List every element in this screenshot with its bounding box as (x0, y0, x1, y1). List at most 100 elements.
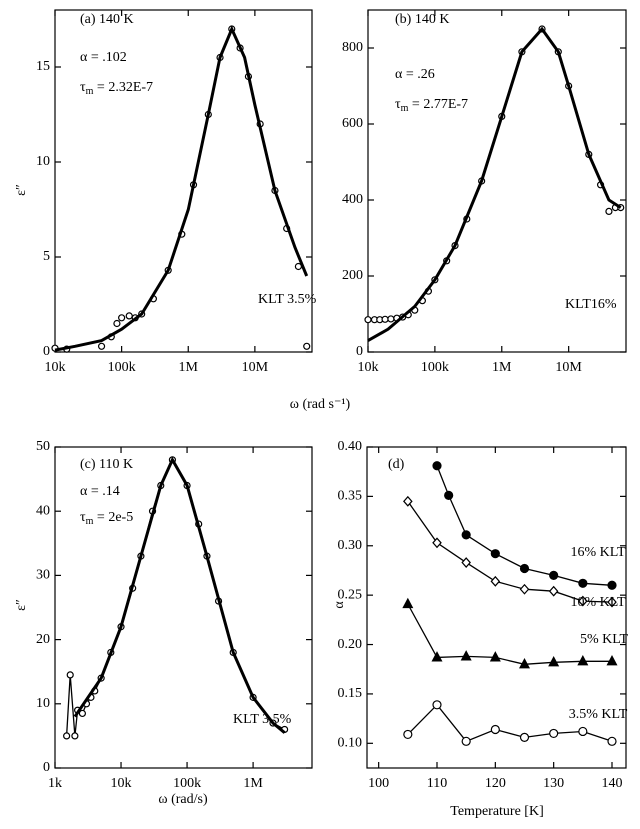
marker (549, 728, 559, 739)
y-tick-label: 40 (36, 503, 50, 518)
x-tick-label: 1M (492, 360, 512, 375)
annotation-subscript: m (401, 103, 409, 114)
marker (432, 537, 442, 549)
x-tick-label: 100 (368, 776, 389, 791)
plot-frame (54, 446, 313, 769)
annotation: (c) 110 K (80, 457, 133, 472)
y-tick-label: 0.15 (338, 686, 363, 701)
y-tick-label: 0 (43, 760, 50, 775)
annotation: τm = 2.77E-7 (395, 97, 468, 114)
x-tick-label: 1k (48, 776, 62, 791)
marker (578, 726, 588, 737)
y-tick-label: 50 (36, 439, 50, 454)
marker (605, 207, 613, 215)
y-tick-label: 0.30 (338, 538, 363, 553)
marker (607, 736, 617, 746)
x-tick-label: 100k (173, 776, 201, 791)
y-tick-label: 30 (36, 568, 50, 583)
annotation: KLT 3.5% (233, 712, 292, 727)
series-label: 16% KLT (570, 545, 626, 560)
x-tick-label: 10M (555, 360, 582, 375)
annotation: τm = 2.32E-7 (80, 80, 153, 97)
series-line (54, 25, 309, 352)
marker (548, 656, 560, 667)
x-tick-label: 100k (421, 360, 449, 375)
marker (97, 342, 106, 350)
x-axis-label: ω (rad s⁻¹) (290, 397, 351, 412)
series-line (73, 456, 286, 734)
marker (519, 732, 530, 742)
marker (63, 732, 71, 740)
y-tick-label: 10 (36, 154, 50, 169)
marker (549, 570, 559, 581)
marker (387, 315, 395, 323)
annotation-subscript: m (86, 516, 94, 527)
y-axis-label: α (332, 601, 347, 609)
annotation: (a) 140 K (80, 12, 134, 27)
marker (606, 655, 618, 666)
y-tick-label: 600 (342, 116, 363, 131)
annotation: KLT16% (565, 297, 617, 312)
annotation-symbol: τ (80, 510, 86, 525)
y-tick-label: 0.40 (338, 439, 363, 454)
marker (461, 557, 471, 568)
annotation: (b) 140 K (395, 12, 449, 27)
annotation: α = .102 (80, 50, 127, 65)
x-axis-label: Temperature [K] (450, 804, 543, 819)
annotation-text: = 2.32E-7 (93, 80, 153, 95)
marker (432, 461, 442, 471)
x-tick-label: 120 (485, 776, 506, 791)
marker (432, 700, 442, 710)
marker (113, 319, 121, 328)
y-axis-label: ε″ (14, 599, 29, 611)
annotation-text: = 2e-5 (93, 510, 133, 525)
series-label: 10% KLT (570, 595, 626, 610)
x-tick-label: 100k (108, 360, 136, 375)
x-axis-label: ω (rad/s) (158, 792, 208, 807)
marker (402, 597, 414, 609)
marker (607, 580, 617, 590)
annotation-subscript: m (86, 86, 94, 97)
annotation-symbol: τ (395, 97, 401, 112)
y-tick-label: 0 (356, 344, 363, 359)
plot-frame (367, 9, 627, 353)
annotation: α = .26 (395, 67, 435, 82)
x-tick-label: 10k (45, 360, 66, 375)
series-line (407, 500, 613, 603)
annotation-symbol: τ (80, 80, 86, 95)
y-tick-label: 400 (342, 192, 363, 207)
marker (490, 549, 500, 559)
y-tick-label: 0.25 (338, 587, 363, 602)
marker (519, 658, 530, 669)
marker (607, 596, 617, 608)
annotation-text: = 2.77E-7 (408, 97, 468, 112)
x-tick-label: 10M (242, 360, 269, 375)
marker (490, 575, 501, 587)
y-axis-label: ε″ (14, 184, 29, 196)
series-line (407, 703, 613, 743)
series-line (436, 465, 613, 586)
y-tick-label: 15 (36, 59, 50, 74)
marker (364, 316, 372, 324)
y-tick-label: 0.20 (338, 637, 363, 652)
series-line (367, 26, 622, 342)
marker (578, 578, 588, 588)
marker (303, 342, 311, 350)
y-tick-label: 0.35 (338, 489, 363, 504)
marker (489, 651, 501, 662)
y-tick-label: 10 (36, 696, 50, 711)
series-label: 3.5% KLT (569, 707, 628, 722)
plot-frame (54, 9, 313, 353)
x-tick-label: 140 (602, 776, 623, 791)
y-tick-label: 5 (43, 249, 50, 264)
annotation: KLT 3.5% (258, 292, 317, 307)
marker (444, 490, 454, 500)
plot-frame (366, 446, 627, 769)
marker (578, 595, 588, 607)
series-line (407, 603, 612, 665)
y-tick-label: 0.10 (338, 736, 363, 751)
marker (461, 736, 471, 746)
marker (78, 709, 87, 718)
series-label: 5% KLT (580, 632, 629, 647)
marker (460, 650, 472, 661)
